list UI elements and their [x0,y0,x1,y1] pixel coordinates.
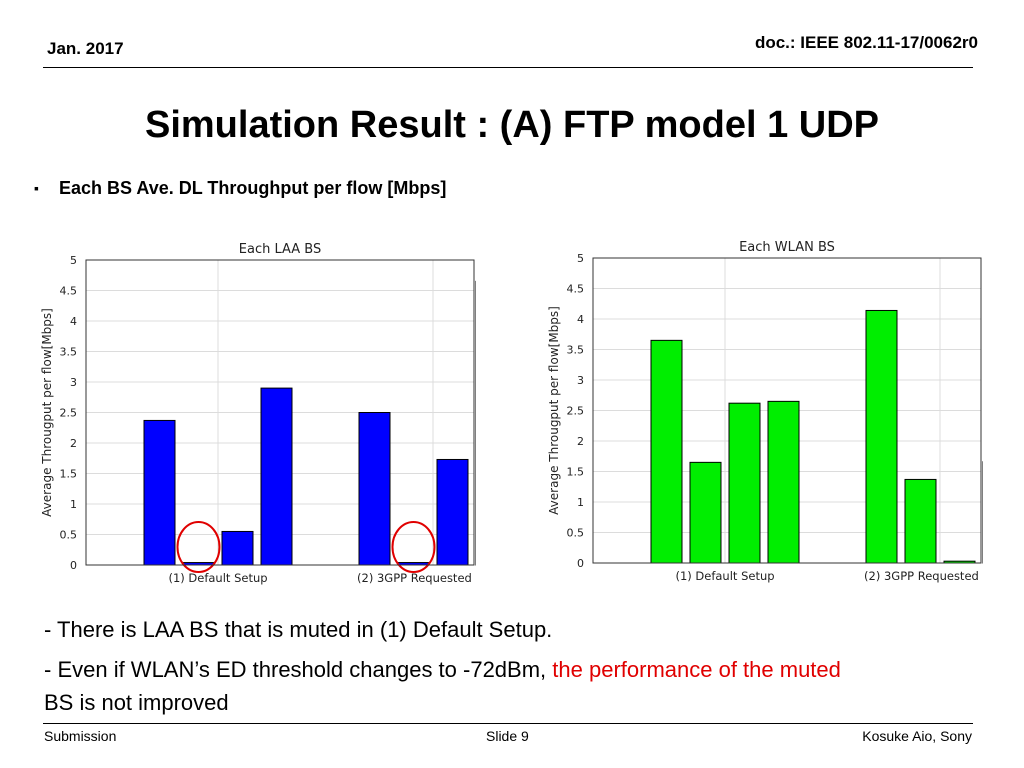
y-tick-label: 5 [577,252,584,265]
note-line-1: - There is LAA BS that is muted in (1) D… [44,617,553,642]
bar [865,309,898,564]
y-tick-label: 3 [70,376,77,389]
chart-svg: Each WLAN BS 0 0.5 1 1.5 2 2.5 3 3.5 4 4.5 5 (1) Def… [547,240,1016,583]
slide-title: Simulation Result : (A) FTP model 1 UDP [144,104,880,146]
header-rule [43,67,973,68]
bar [358,412,391,566]
header-doc-id: doc.: IEEE 802.11-17/0062r0 [754,33,978,52]
footer-submission: Submission [44,728,117,744]
bullet-marker: ▪ [34,180,39,196]
chart-title: Each LAA BS [239,242,321,257]
highlight-circle [176,521,221,573]
footer-slide-number: Slide 9 [486,728,529,744]
laa-bs-chart: Each LAA BS 0 0.5 1 1.5 2 2.5 3 3.5 4 4.5 5 (1) Defa… [36,236,509,592]
highlight-circle [391,521,436,573]
y-tick-label: 2 [577,435,584,448]
y-tick-label: 4 [577,313,584,326]
bar [260,387,293,566]
note-line-2: - Even if WLAN’s ED threshold changes to… [44,657,841,683]
footer-author: Kosuke Aio, Sony [862,728,972,744]
y-tick-label: 1 [70,498,77,511]
y-tick-label: 0.5 [60,529,78,542]
y-tick-label: 1 [577,496,584,509]
y-axis-label: Average Througput per flow[Mbps] [547,306,561,515]
header-date: Jan. 2017 [47,39,124,58]
x-tick-label: (1) Default Setup [675,569,774,583]
y-tick-label: 0 [577,557,584,570]
note-line-3: BS is not improved [44,690,229,715]
bar [143,419,176,566]
y-tick-label: 2.5 [60,407,78,420]
y-tick-label: 0 [70,559,77,572]
footer-rule [43,723,973,724]
chart-title: Each WLAN BS [739,240,835,255]
y-tick-label: 3.5 [567,344,585,357]
bar [728,402,761,564]
bar [650,339,683,564]
y-tick-label: 5 [70,254,77,267]
x-tick-label: (1) Default Setup [168,571,267,585]
x-tick-label: (2) 3GPP Requested Setup [357,571,476,585]
y-tick-label: 1.5 [60,468,78,481]
y-tick-label: 3.5 [60,346,78,359]
chart-svg: Each LAA BS 0 0.5 1 1.5 2 2.5 3 3.5 4 4.5 5 (1) Defa… [40,242,509,585]
bar [904,478,937,564]
plot-frame [592,257,982,564]
y-tick-label: 4.5 [60,285,78,298]
bar [436,458,469,566]
y-tick-label: 4 [70,315,77,328]
x-tick-label: (2) 3GPP Requested Setup [864,569,983,583]
note-line-2-text: - Even if WLAN’s ED threshold changes to… [44,657,553,682]
y-tick-label: 3 [577,374,584,387]
bar [767,400,800,564]
wlan-bs-chart: Each WLAN BS 0 0.5 1 1.5 2 2.5 3 3.5 4 4.5 5 (1) Def… [543,234,1016,590]
y-tick-label: 0.5 [567,527,585,540]
bar [221,530,254,566]
y-tick-label: 1.5 [567,466,585,479]
bar [689,461,722,564]
note-line-2-highlight: the performance of the muted [552,657,841,682]
bullet-text: Each BS Ave. DL Throughput per flow [Mbp… [59,178,447,198]
y-tick-label: 2 [70,437,77,450]
y-tick-label: 4.5 [567,283,585,296]
y-axis-label: Average Througput per flow[Mbps] [40,308,54,517]
plot-frame [85,259,475,566]
y-tick-label: 2.5 [567,405,585,418]
